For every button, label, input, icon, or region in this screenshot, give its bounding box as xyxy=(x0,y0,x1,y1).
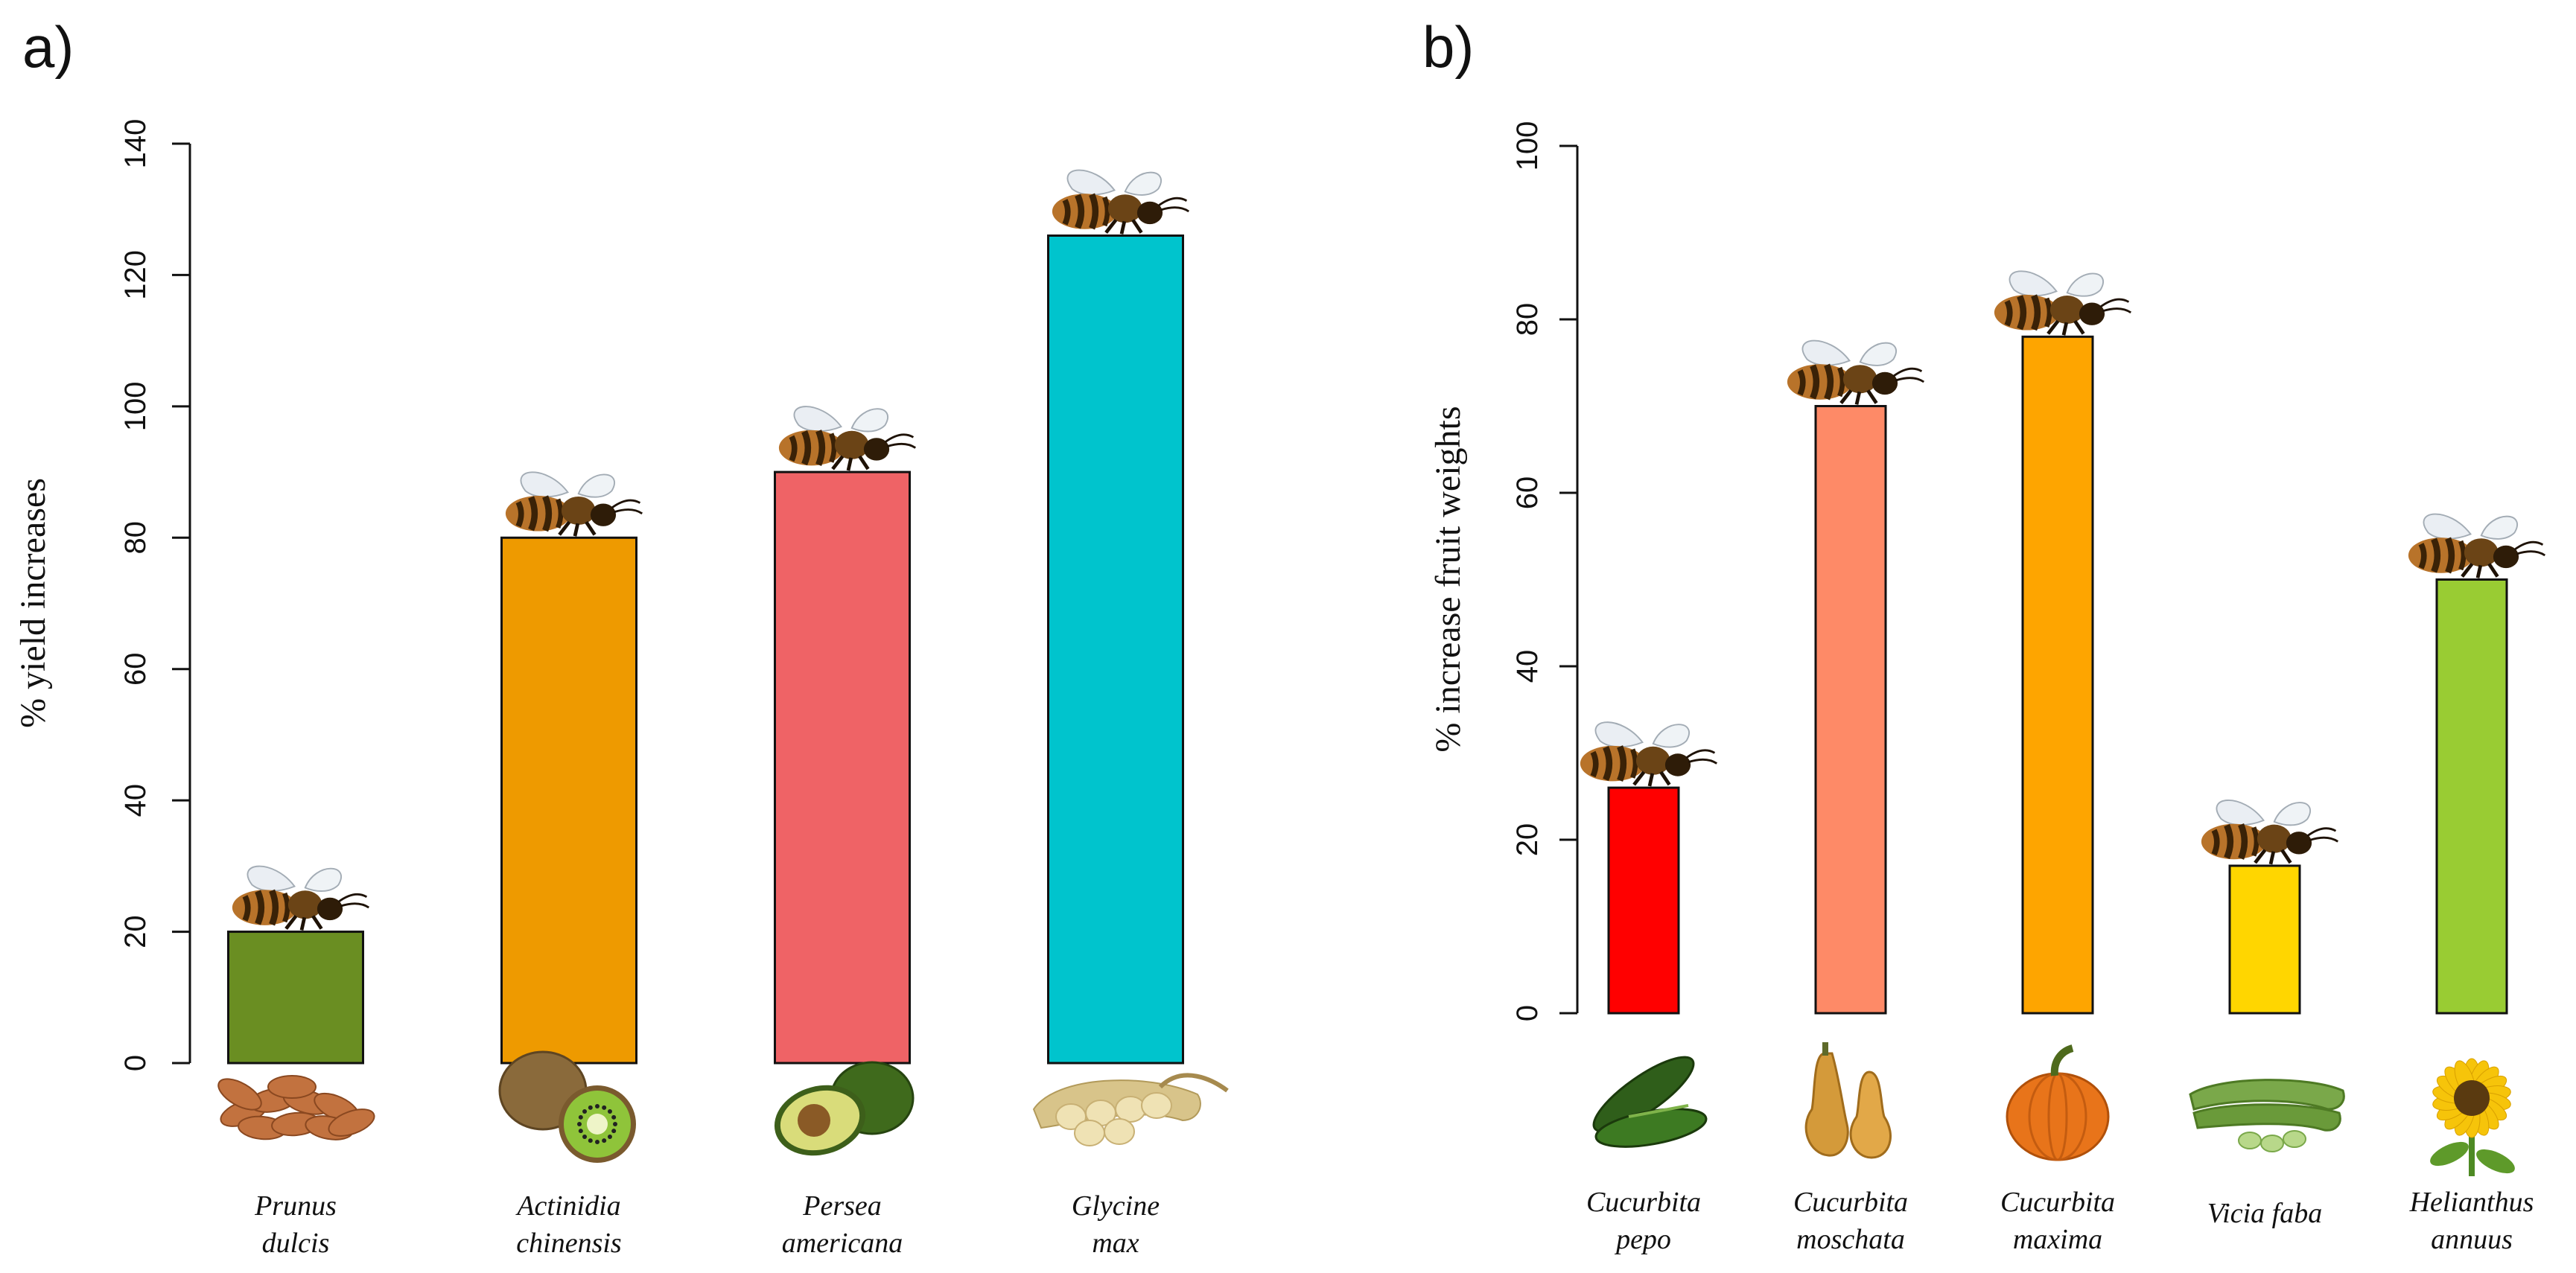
y-axis-title: % increase fruit weights xyxy=(1428,406,1468,752)
butternut-squash-icon xyxy=(1804,1042,1892,1159)
bee-icon xyxy=(1052,170,1189,234)
broad-bean-icon xyxy=(2189,1079,2345,1152)
y-tick-label: 0 xyxy=(1511,1005,1544,1021)
bar xyxy=(1607,786,1680,1015)
chart-panel-a: a) 0 20 40 60 80 100 120 140 % yield increases Pru… xyxy=(13,14,1229,1259)
category-label: Prunus xyxy=(254,1190,337,1222)
bar xyxy=(227,931,364,1065)
category-label: annuus xyxy=(2431,1224,2513,1255)
category-label: dulcis xyxy=(262,1228,330,1259)
zucchini-icon xyxy=(1592,1056,1708,1148)
bar xyxy=(2228,864,2301,1015)
bar xyxy=(1047,234,1184,1065)
category-label: Cucurbita xyxy=(1793,1187,1908,1218)
bar xyxy=(1814,405,1887,1015)
bee-icon xyxy=(2201,800,2338,864)
bee-icon xyxy=(1994,271,2131,335)
category-label: chinensis xyxy=(516,1228,621,1259)
y-tick-label: 60 xyxy=(119,652,152,686)
avocado-icon xyxy=(774,1061,915,1156)
category-label: moschata xyxy=(1796,1224,1905,1255)
y-tick-label: 80 xyxy=(1511,303,1544,336)
y-tick-label: 100 xyxy=(119,381,152,431)
category-label: Helianthus xyxy=(2409,1187,2534,1218)
bar xyxy=(2021,335,2094,1015)
category-label: pepo xyxy=(1614,1224,1671,1255)
y-tick-label: 100 xyxy=(1511,121,1544,171)
y-tick-label: 20 xyxy=(119,915,152,948)
bee-icon xyxy=(779,406,915,470)
category-label: Cucurbita xyxy=(1586,1187,1701,1218)
bar xyxy=(2435,578,2508,1015)
soybean-icon xyxy=(1032,1073,1229,1146)
almond-icon xyxy=(217,1075,375,1140)
category-label: maxima xyxy=(2013,1224,2102,1255)
chart-panel-b: b) 0 20 40 60 80 100 % increase fruit weights Cu… xyxy=(1422,14,2545,1255)
category-label: Cucurbita xyxy=(2000,1187,2115,1218)
y-axis-title: % yield increases xyxy=(13,478,53,728)
bee-icon xyxy=(1787,341,1924,405)
bee-icon xyxy=(1580,722,1717,786)
y-tick-label: 140 xyxy=(119,119,152,169)
y-tick-label: 60 xyxy=(1511,476,1544,510)
y-tick-label: 80 xyxy=(119,521,152,555)
pumpkin-icon xyxy=(2006,1044,2110,1161)
y-tick-label: 20 xyxy=(1511,823,1544,857)
category-label: americana xyxy=(782,1228,903,1259)
bee-icon xyxy=(232,867,369,931)
bar xyxy=(500,536,637,1065)
y-tick-label: 40 xyxy=(119,784,152,817)
sunflower-icon xyxy=(2430,1058,2515,1176)
category-label: Actinidia xyxy=(515,1190,620,1222)
panel-letter: a) xyxy=(22,14,74,80)
category-label: max xyxy=(1092,1228,1139,1259)
category-label: Glycine xyxy=(1072,1190,1160,1222)
category-label: Vicia faba xyxy=(2207,1198,2322,1229)
kiwi-icon xyxy=(498,1050,636,1163)
y-tick-label: 40 xyxy=(1511,650,1544,683)
panel-letter: b) xyxy=(1422,14,1474,80)
bee-icon xyxy=(506,472,642,536)
category-label: Persea xyxy=(802,1190,882,1222)
y-tick-label: 0 xyxy=(119,1055,152,1071)
y-tick-label: 120 xyxy=(119,250,152,300)
bar xyxy=(774,470,911,1065)
bee-icon xyxy=(2408,514,2545,578)
